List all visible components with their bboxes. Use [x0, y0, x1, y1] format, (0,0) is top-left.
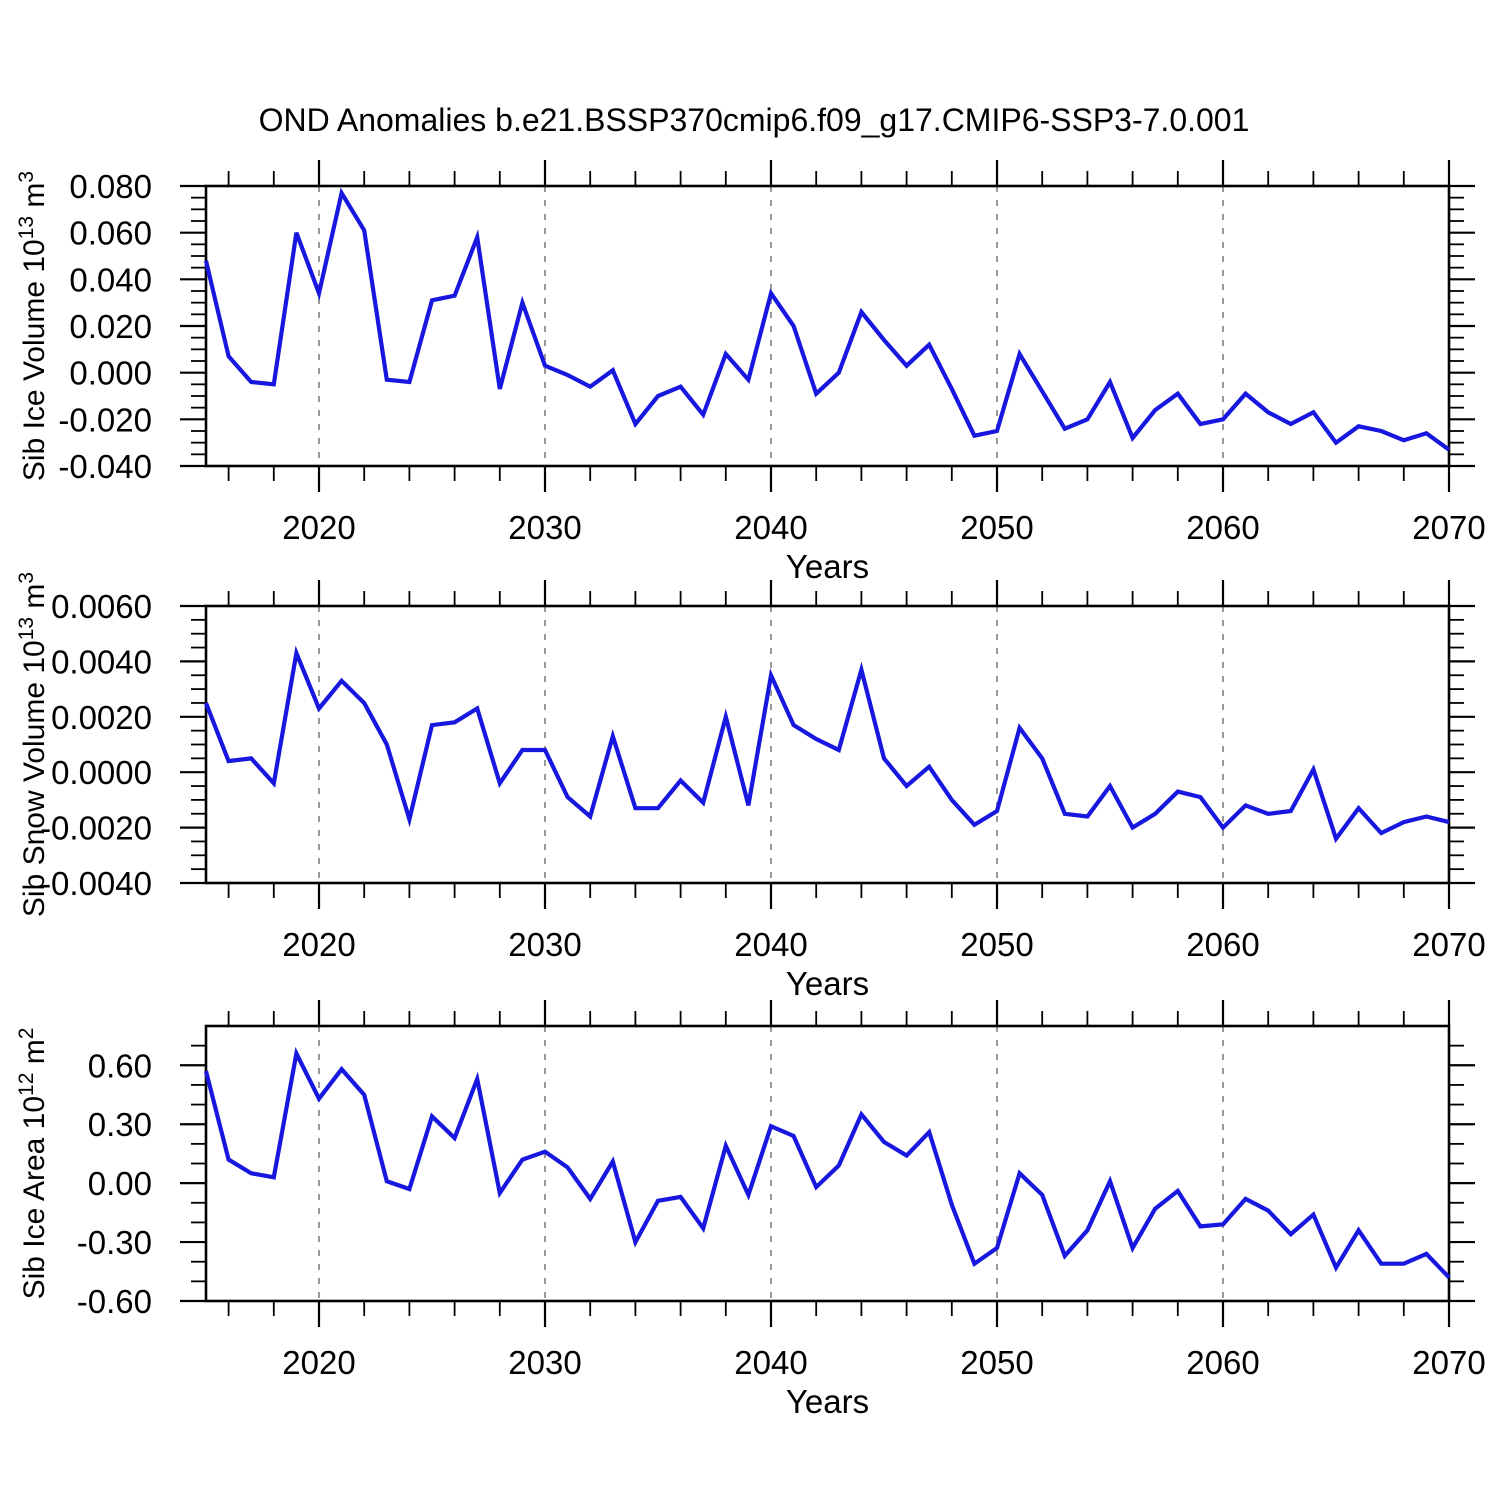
panels: 0.080 0.060 0.040 0.020 0.000 -0.020 -0.040 202… [15, 160, 1486, 1420]
y-tick-label: 0.020 [69, 308, 152, 345]
chart-title: OND Anomalies b.e21.BSSP370cmip6.f09_g17… [259, 102, 1250, 138]
y-ticks [180, 1044, 1475, 1303]
x-tick-label: 2050 [960, 509, 1033, 546]
y-tick-labels: 0.0060 0.0040 0.0020 0.0000 -0.0020 -0.0040 [40, 588, 152, 902]
x-tick-label: 2030 [508, 926, 581, 963]
y-tick-label: 0.080 [69, 168, 152, 205]
y-ticks [180, 184, 1475, 468]
x-tick-labels: 2020 2030 2040 2050 2060 2070 [282, 509, 1485, 546]
y-tick-label: 0.060 [69, 215, 152, 252]
x-tick-label: 2040 [734, 509, 807, 546]
x-ticks [227, 1000, 1451, 1327]
x-tick-label: 2020 [282, 926, 355, 963]
decade-gridlines [318, 186, 1224, 466]
data-line-sib-snow-volume [204, 645, 1450, 844]
plot-frame [204, 184, 1451, 468]
x-tick-label: 2040 [734, 926, 807, 963]
x-axis-title: Years [786, 1383, 869, 1420]
y-tick-labels: 0.60 0.30 0.00 -0.30 -0.60 [77, 1047, 152, 1320]
y-axis-title: Sib Snow Volume 1013 m3 [15, 572, 51, 917]
x-tick-label: 2050 [960, 1344, 1033, 1381]
y-tick-label: -0.0020 [40, 810, 152, 847]
y-tick-label: -0.30 [77, 1224, 152, 1261]
y-tick-label: -0.60 [77, 1283, 152, 1320]
x-tick-label: 2050 [960, 926, 1033, 963]
y-tick-label: 0.30 [88, 1106, 152, 1143]
x-tick-label: 2070 [1412, 926, 1485, 963]
x-tick-label: 2060 [1186, 926, 1259, 963]
y-tick-label: 0.0020 [51, 699, 152, 736]
decade-gridlines [318, 606, 1224, 883]
panel-sib-ice-volume: 0.080 0.060 0.040 0.020 0.000 -0.020 -0.040 202… [15, 160, 1486, 585]
x-axis-title: Years [786, 965, 869, 1002]
y-tick-label: -0.020 [58, 401, 152, 438]
y-tick-label: 0.000 [69, 355, 152, 392]
data-line-sib-ice-volume [203, 187, 1451, 452]
x-tick-label: 2030 [508, 509, 581, 546]
y-tick-label: 0.60 [88, 1047, 152, 1084]
plot-frame [204, 1024, 1451, 1303]
data-line-sib-ice-area [203, 1046, 1451, 1279]
x-tick-labels: 2020 2030 2040 2050 2060 2070 [282, 926, 1485, 963]
x-ticks [227, 580, 1451, 909]
x-tick-label: 2030 [508, 1344, 581, 1381]
y-tick-label: 0.0040 [51, 643, 152, 680]
x-tick-label: 2060 [1186, 509, 1259, 546]
x-tick-label: 2040 [734, 1344, 807, 1381]
x-tick-label: 2070 [1412, 1344, 1485, 1381]
panel-sib-snow-volume: 0.0060 0.0040 0.0020 0.0000 -0.0020 -0.0040 20… [15, 572, 1486, 1002]
x-ticks [227, 160, 1451, 492]
x-tick-labels: 2020 2030 2040 2050 2060 2070 [282, 1344, 1485, 1381]
decade-gridlines [318, 1026, 1224, 1301]
x-tick-label: 2020 [282, 509, 355, 546]
y-axis-title: Sib Ice Area 1012 m2 [15, 1028, 51, 1300]
y-tick-label: 0.0000 [51, 754, 152, 791]
x-axis-title: Years [786, 548, 869, 585]
y-tick-labels: 0.080 0.060 0.040 0.020 0.000 -0.020 -0.040 [58, 168, 152, 485]
y-axis-title: Sib Ice Volume 1013 m3 [15, 171, 51, 481]
y-tick-label: 0.00 [88, 1165, 152, 1202]
y-tick-label: -0.0040 [40, 865, 152, 902]
x-tick-label: 2070 [1412, 509, 1485, 546]
y-tick-label: -0.040 [58, 448, 152, 485]
y-ticks [180, 604, 1475, 885]
y-tick-label: 0.040 [69, 261, 152, 298]
x-tick-label: 2060 [1186, 1344, 1259, 1381]
x-tick-label: 2020 [282, 1344, 355, 1381]
y-tick-label: 0.0060 [51, 588, 152, 625]
